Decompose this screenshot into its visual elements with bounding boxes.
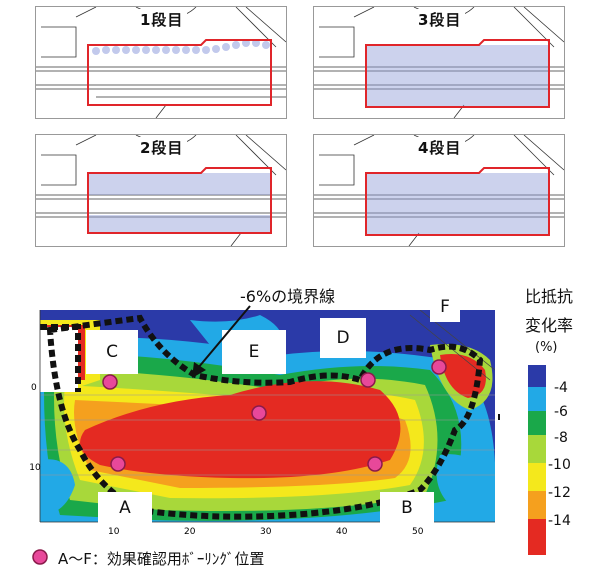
legend-title-line1: 比抵抗 [525,287,574,306]
legend-title-line2: 変化率 [525,316,574,335]
zone-label-b: B [380,492,434,524]
boring-marker-center [251,405,267,421]
zone-label-d: D [320,318,366,358]
caption-marker-icon [32,549,48,565]
panel-stage-1: 1段目 [35,6,287,119]
legend-tick-minus8: -8 [554,430,568,446]
panel-title-stage-2: 2段目 [136,137,188,158]
zone-label-a: A [98,492,152,524]
legend-swatch-4 [528,435,546,463]
panel-stage-3: 3段目 [313,6,565,119]
legend-unit: (%) [535,340,558,355]
panel-title-stage-4: 4段目 [414,137,466,158]
frame-stage-2 [87,167,272,234]
x-tick-10: 10 [108,527,120,537]
drawing-stage-3 [314,7,564,118]
panel-title-stage-1: 1段目 [136,9,188,30]
boundary-arrow [192,305,251,378]
legend-tick-minus4: -4 [554,380,568,396]
drawing-stage-2 [36,135,286,246]
drawing-stage-4 [314,135,564,246]
legend-colorbar [528,365,546,555]
x-tick-30: 30 [260,527,272,537]
panel-stage-2: 2段目 [35,134,287,247]
legend-tick-minus12: -12 [548,485,571,501]
zone-label-e: E [222,330,286,374]
boring-marker-f [431,359,447,375]
x-tick-40: 40 [336,527,348,537]
panel-title-stage-3: 3段目 [414,9,466,30]
boring-marker-b [367,456,383,472]
zone-label-f: F [430,292,460,322]
boring-marker-d [360,372,376,388]
boundary-label: -6%の境界線 [240,287,336,306]
frame-stage-3 [365,39,550,108]
legend-swatch-7 [528,519,546,555]
x-tick-50: 50 [412,527,424,537]
panel-stage-4: 4段目 [313,134,565,247]
legend-tick-minus14: -14 [548,513,571,529]
resistivity-map: 10 20 30 40 50 0 -10 [30,310,500,537]
frame-stage-1 [87,39,272,106]
caption-text: A～F：効果確認用ﾎﾞｰﾘﾝｸﾞ位置 [58,550,265,568]
legend-swatch-5 [528,463,546,491]
legend-swatch-1 [528,365,546,387]
legend-swatch-6 [528,491,546,519]
legend-swatch-2 [528,387,546,411]
x-tick-20: 20 [184,527,196,537]
y-tick-minus10: -10 [30,463,41,473]
legend-swatch-3 [528,411,546,435]
legend-tick-minus6: -6 [554,404,568,420]
frame-stage-4 [365,167,550,236]
boring-marker-c [102,374,118,390]
y-tick-0: 0 [31,383,37,393]
drawing-stage-1 [36,7,286,118]
boring-marker-a [110,456,126,472]
zone-label-c: C [86,330,138,374]
legend-tick-minus10: -10 [548,457,571,473]
